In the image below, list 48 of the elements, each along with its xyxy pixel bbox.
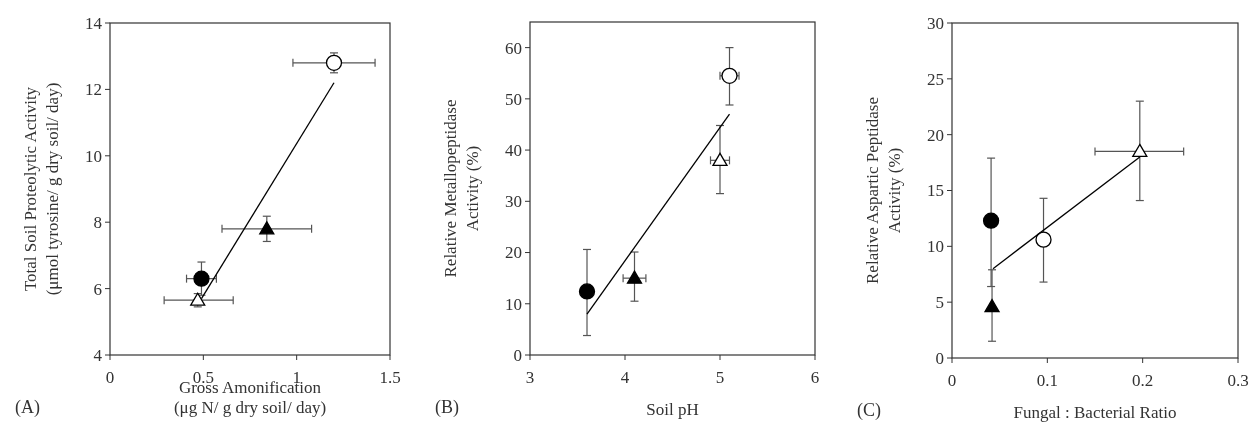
x-tick-label: 1.5 bbox=[379, 368, 401, 387]
x-tick-label: 6 bbox=[810, 368, 820, 387]
text: (A) bbox=[15, 397, 40, 418]
x-axis-title: Fungal : Bacterial Ratio bbox=[1013, 403, 1177, 422]
point bbox=[1132, 143, 1148, 158]
y-tick-label: 12 bbox=[85, 80, 102, 100]
y-tick-label: 25 bbox=[927, 69, 944, 89]
y-tick-label: 40 bbox=[505, 141, 522, 161]
y-tick-label: 15 bbox=[927, 181, 944, 201]
text: (C) bbox=[857, 400, 881, 421]
y-tick-label: 0 bbox=[513, 345, 522, 365]
x-tick-label: 0 bbox=[105, 368, 115, 387]
y-axis-title: Total Soil Proteolytic Activity (μmol tyrosine/ g dry soil/ day) bbox=[21, 82, 62, 296]
x-tick-label: 0.1 bbox=[1036, 371, 1058, 390]
point bbox=[982, 212, 1000, 229]
y-tick-label: 30 bbox=[505, 192, 522, 212]
x-tick-label: 5 bbox=[715, 368, 725, 387]
point bbox=[325, 54, 343, 71]
y-tick-label: 0 bbox=[935, 348, 944, 368]
point bbox=[578, 283, 596, 300]
y-tick-label: 8 bbox=[93, 213, 102, 233]
point bbox=[721, 67, 738, 84]
y-tick-label: 6 bbox=[93, 279, 102, 299]
y-tick-label: 10 bbox=[927, 237, 944, 257]
y-tick-label: 10 bbox=[505, 294, 522, 314]
x-tick-label: 3 bbox=[525, 368, 535, 387]
y-tick-label: 10 bbox=[85, 146, 102, 166]
x-tick-label: 0.3 bbox=[1227, 371, 1249, 390]
x-tick-label: 4 bbox=[620, 368, 630, 387]
x-tick-label: 0.2 bbox=[1132, 371, 1154, 390]
point bbox=[193, 270, 210, 287]
y-tick-label: 4 bbox=[93, 345, 103, 365]
point bbox=[626, 270, 643, 284]
y-tick-label: 20 bbox=[505, 243, 522, 263]
y-axis-title: Relative Aspartic Peptidase Activity (%) bbox=[863, 97, 904, 284]
y-tick-label: 30 bbox=[927, 13, 944, 33]
point bbox=[984, 298, 1000, 313]
text: (B) bbox=[435, 397, 459, 418]
y-tick-label: 60 bbox=[505, 38, 522, 58]
point bbox=[259, 221, 275, 235]
x-tick-label: 0 bbox=[947, 371, 957, 390]
y-tick-label: 14 bbox=[85, 13, 103, 33]
point bbox=[1035, 231, 1052, 248]
x-axis-title: Soil pH bbox=[646, 400, 699, 419]
y-tick-label: 20 bbox=[927, 125, 944, 145]
y-tick-label: 50 bbox=[505, 89, 522, 109]
y-axis-title: Relative Metallopeptidase Activity (%) bbox=[441, 99, 482, 278]
y-tick-label: 5 bbox=[935, 293, 944, 313]
